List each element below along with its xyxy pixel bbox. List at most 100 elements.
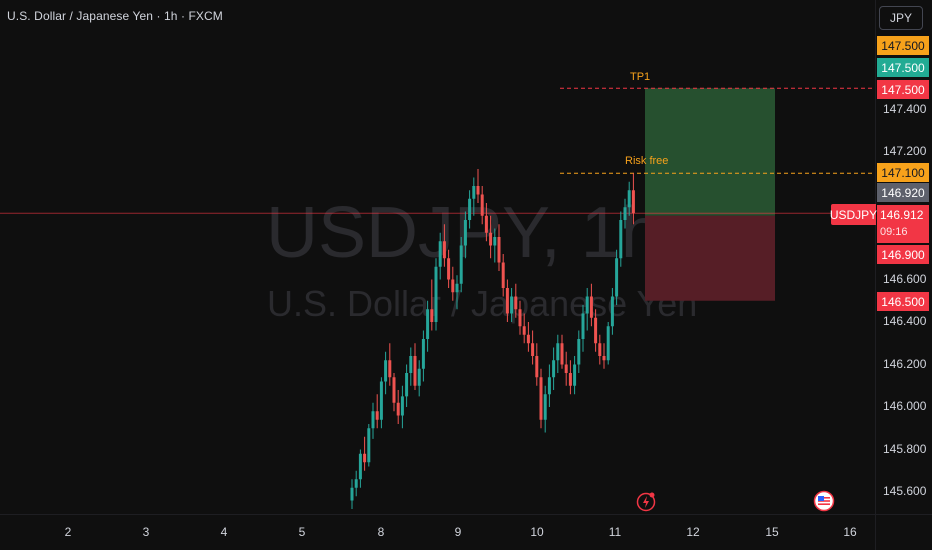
symbol-tag: USDJPY — [830, 204, 877, 225]
candle-body — [451, 279, 455, 293]
time-tick: 11 — [608, 525, 622, 539]
candle — [426, 300, 430, 352]
currency-button[interactable]: JPY — [879, 6, 923, 30]
price-axis-divider — [875, 0, 876, 550]
price-tag-red: 146.500 — [877, 292, 929, 311]
candle — [438, 232, 442, 280]
candle — [505, 279, 509, 322]
candle — [610, 288, 614, 335]
candle — [594, 309, 598, 352]
time-tick: 2 — [64, 525, 72, 539]
last-price-tag: 146.912 09:16 — [877, 205, 929, 243]
candle — [413, 343, 417, 390]
candle — [619, 211, 623, 267]
candle-body — [476, 186, 480, 195]
watermark-symbol: USDJPY, 1h — [266, 193, 661, 273]
candle — [501, 254, 505, 297]
price-tag-gray: 146.920 — [877, 183, 929, 202]
time-tick: 10 — [530, 525, 544, 539]
candle-body — [413, 356, 417, 386]
candle — [354, 470, 358, 497]
candle — [472, 177, 476, 216]
candle-body — [619, 220, 623, 259]
candle-body — [552, 360, 556, 378]
candle — [552, 347, 556, 390]
candle — [405, 364, 409, 407]
candle — [358, 449, 362, 488]
price-tag-orange: 147.100 — [877, 163, 929, 182]
candle-body — [623, 207, 627, 220]
candle — [459, 237, 463, 293]
candle-body — [505, 288, 509, 314]
chart-title[interactable]: U.S. Dollar / Japanese Yen · 1h · FXCM — [7, 9, 223, 23]
candle-body — [396, 402, 400, 416]
candle-body — [392, 377, 396, 403]
candle — [585, 288, 589, 331]
candle-body — [493, 237, 497, 246]
candle — [522, 313, 526, 344]
candle — [384, 351, 388, 395]
candle — [573, 356, 577, 395]
candle-body — [615, 258, 619, 297]
us-flag-icon[interactable] — [813, 490, 835, 512]
candle-body — [627, 190, 631, 208]
candle-body — [510, 296, 514, 314]
candle — [497, 224, 501, 271]
candle-body — [400, 396, 404, 416]
profit-zone — [645, 88, 775, 216]
candle-body — [379, 381, 383, 420]
candle — [615, 249, 619, 305]
candle-body — [459, 245, 463, 284]
candle — [363, 436, 367, 471]
candle — [400, 385, 404, 429]
candle — [375, 394, 379, 429]
candle — [434, 258, 438, 331]
candle-body — [547, 377, 551, 395]
candle-body — [594, 317, 598, 344]
candle-body — [434, 266, 438, 322]
candle-body — [438, 241, 442, 267]
time-tick: 3 — [142, 525, 150, 539]
candle-body — [518, 309, 522, 327]
candle — [388, 343, 392, 386]
candle — [581, 305, 585, 352]
tp1-label: TP1 — [630, 71, 651, 84]
candle-body — [610, 296, 614, 327]
candle — [543, 385, 547, 433]
time-tick: 5 — [298, 525, 306, 539]
time-tick: 12 — [686, 525, 700, 539]
candle-body — [480, 194, 484, 216]
candle-body — [564, 364, 568, 373]
candle-body — [573, 364, 577, 386]
candle-body — [501, 262, 505, 288]
price-tick: 145.800 — [883, 441, 927, 456]
candle — [392, 373, 396, 412]
price-tag-red: 146.900 — [877, 245, 929, 264]
candle — [447, 249, 451, 288]
candle — [623, 198, 627, 229]
candle-body — [375, 411, 379, 420]
price-tick: 146.000 — [883, 399, 927, 413]
candle-body — [384, 360, 388, 382]
candle — [350, 479, 354, 509]
candle-body — [568, 373, 572, 386]
candle — [451, 266, 455, 301]
candle-body — [426, 309, 430, 339]
candle-body — [421, 339, 425, 369]
lightning-icon[interactable] — [636, 490, 658, 512]
time-tick: 4 — [220, 525, 228, 539]
candle — [484, 203, 488, 242]
candle — [455, 275, 459, 310]
candle-body — [631, 190, 635, 214]
candle-body — [371, 411, 375, 429]
candle — [535, 343, 539, 386]
candle-body — [531, 343, 535, 356]
time-tick: 15 — [765, 525, 779, 539]
candle-body — [526, 334, 530, 344]
candle-body — [350, 487, 354, 501]
candle — [627, 181, 631, 216]
candle — [417, 360, 421, 397]
candle — [606, 322, 610, 365]
